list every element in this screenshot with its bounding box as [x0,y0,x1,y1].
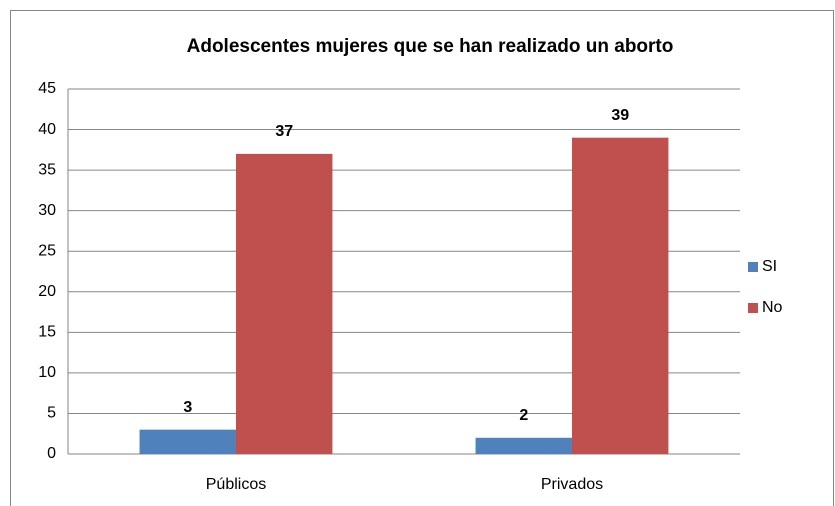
legend-label: No [762,299,783,316]
bar [139,429,236,454]
y-tick-label: 25 [38,242,56,259]
bar [236,153,333,454]
bar [572,137,669,454]
x-tick-label: Públicos [206,476,266,493]
x-tick-label: Privados [541,476,603,493]
y-tick-label: 0 [47,445,56,462]
legend-swatch [748,262,758,272]
data-label: 3 [183,399,192,416]
y-tick-label: 10 [38,364,56,381]
y-tick-label: 15 [38,324,56,341]
bar [475,437,572,454]
y-tick-label: 30 [38,202,56,219]
chart-frame [10,10,834,506]
y-tick-label: 20 [38,283,56,300]
data-label: 2 [519,407,528,424]
legend-label: SI [762,258,777,275]
data-label: 37 [275,123,293,140]
y-tick-label: 45 [38,80,56,97]
legend-swatch [748,303,758,313]
y-tick-label: 35 [38,161,56,178]
y-tick-label: 5 [47,405,56,422]
data-label: 39 [611,107,629,124]
y-tick-label: 40 [38,121,56,138]
chart-title: Adolescentes mujeres que se han realizad… [187,36,674,57]
